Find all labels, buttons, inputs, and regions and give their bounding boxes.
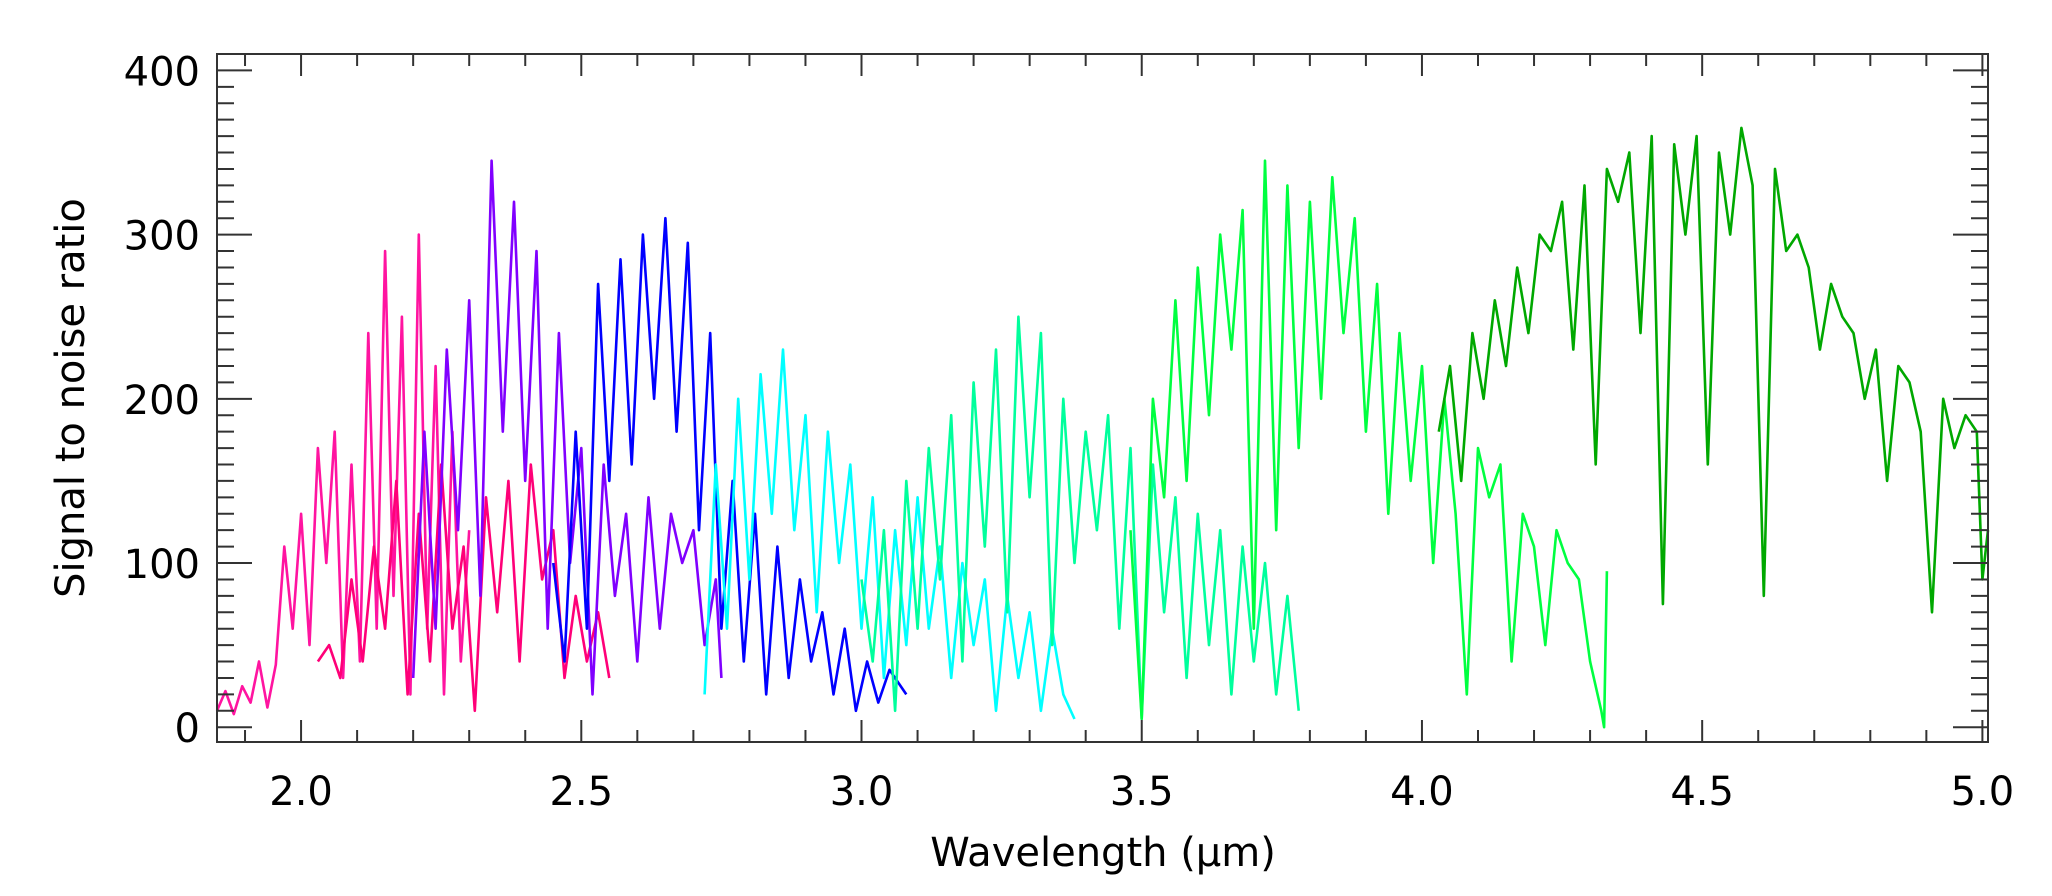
series-line-band-8 <box>1437 126 1990 614</box>
y-tick-label: 300 <box>124 214 200 260</box>
tick-layer <box>217 53 1988 742</box>
y-tick-label: 100 <box>124 542 200 588</box>
x-tick-label: 5.0 <box>1951 769 2015 815</box>
y-tick-label: 400 <box>124 49 200 95</box>
x-tick-label: 4.0 <box>1390 769 1454 815</box>
plot-frame <box>216 53 1989 743</box>
x-tick-label: 3.0 <box>830 769 894 815</box>
x-tick-label: 2.0 <box>269 769 333 815</box>
series-layer <box>215 126 1990 729</box>
series-line-band-5 <box>703 348 1076 720</box>
x-tick-label: 3.5 <box>1110 769 1174 815</box>
series-line-band-6 <box>860 315 1300 721</box>
y-axis-title: Signal to noise ratio <box>48 198 94 598</box>
tick-labels: 2.0 2.5 3.0 3.5 4.0 4.5 5.0 0 100 200 300 400 <box>124 49 2015 815</box>
x-tick-label: 2.5 <box>549 769 613 815</box>
x-tick-label: 4.5 <box>1670 769 1734 815</box>
x-axis-title: Wavelength (μm) <box>930 830 1276 876</box>
series-line-band-4 <box>552 216 908 713</box>
y-tick-label: 200 <box>124 378 200 424</box>
y-tick-label: 0 <box>175 706 200 752</box>
series-line-band-7 <box>1129 159 1609 729</box>
